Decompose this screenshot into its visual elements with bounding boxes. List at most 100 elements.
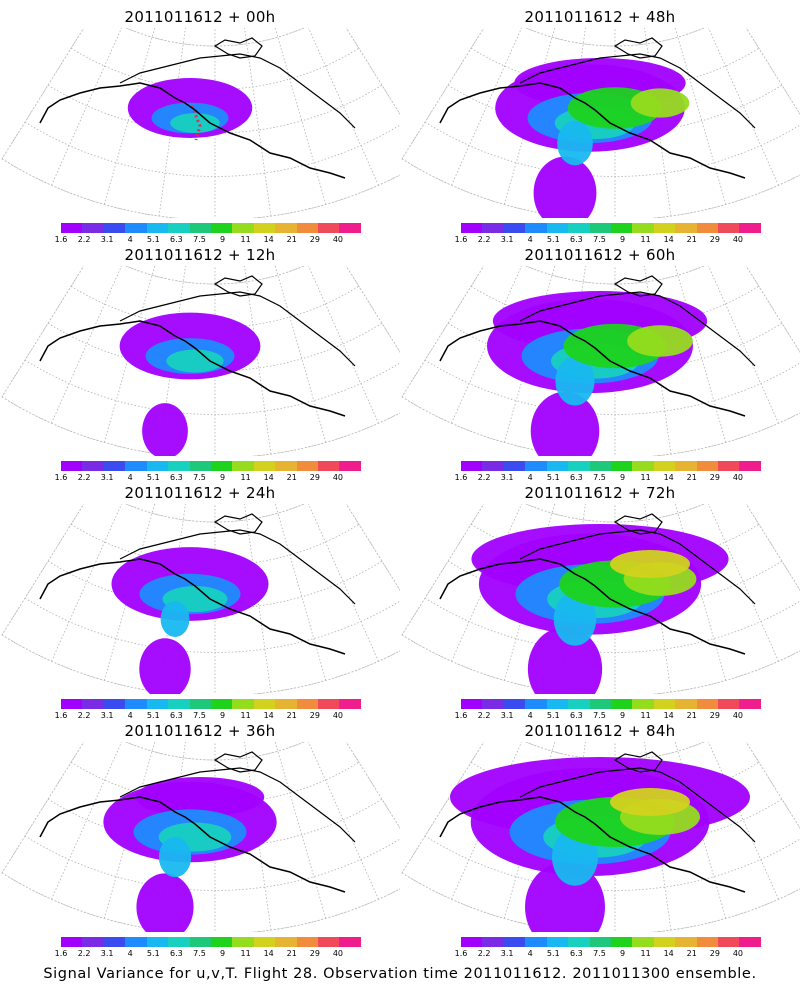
colorbar-tick-label: 4 [527, 949, 533, 958]
colorbar-swatch [232, 223, 254, 233]
panel-title: 2011011612 + 72h [524, 484, 676, 502]
colorbar-swatch [232, 699, 254, 709]
colorbar-tick-label: 21 [286, 711, 297, 720]
colorbar-swatch [296, 461, 319, 471]
colorbar-tick-label: 5.1 [546, 711, 560, 720]
colorbar-tick-label: 5.1 [146, 949, 160, 958]
colorbar-swatch [739, 461, 761, 471]
colorbar-swatch [739, 699, 761, 709]
colorbar-tick-label: 29 [709, 473, 720, 482]
colorbar-labels: 1.6 2.2 3.1 4 5.1 6.3 7.5 9 11 14 21 29 40 [55, 235, 361, 245]
colorbar-swatch [168, 223, 190, 233]
colorbar-swatch [461, 699, 483, 709]
colorbar-tick-label: 21 [686, 473, 697, 482]
colorbar-tick-label: 7.5 [593, 473, 606, 482]
colorbar-tick-label: 40 [332, 235, 344, 244]
map-panel: 2011011612 + 48h 1.6 2.2 3.1 4 5.1 6.3 7.5 9 11 14… [400, 0, 800, 245]
colorbar-tick-label: 7.5 [193, 235, 206, 244]
colorbar-tick-label: 21 [286, 473, 297, 482]
colorbar-swatch [546, 461, 569, 471]
colorbar-swatch [525, 937, 547, 947]
colorbar-swatch [189, 461, 211, 471]
colorbar-swatch [82, 461, 104, 471]
variance-map [1, 742, 400, 932]
colorbar-swatch [632, 699, 654, 709]
colorbar-swatch [696, 699, 719, 709]
map-panel: 2011011612 + 60h 1.6 2.2 3.1 4 5.1 6.3 7.5 9 11 14… [400, 238, 800, 483]
colorbar-tick-label: 9 [619, 473, 626, 482]
colorbar-swatch [146, 223, 169, 233]
colorbar-tick-label: 14 [263, 711, 274, 720]
colorbar-labels: 1.6 2.2 3.1 4 5.1 6.3 7.5 9 11 14 21 29 40 [55, 473, 361, 483]
colorbar-tick-label: 1.6 [454, 711, 468, 720]
colorbar-tick-label: 1.6 [454, 235, 468, 244]
colorbar-swatch [525, 461, 547, 471]
colorbar-tick-label: 14 [263, 235, 274, 244]
variance-map [401, 742, 800, 932]
colorbar-swatch [146, 699, 169, 709]
colorbar-tick-label: 11 [640, 711, 651, 720]
colorbar-swatch [718, 937, 740, 947]
colorbar-swatch [339, 223, 361, 233]
colorbar-tick-label: 14 [263, 473, 274, 482]
colorbar-swatch [339, 937, 361, 947]
colorbar-tick-label: 11 [640, 235, 651, 244]
colorbar-swatch [503, 223, 526, 233]
colorbar-tick-label: 29 [709, 235, 720, 244]
colorbar-tick-label: 7.5 [193, 949, 206, 958]
colorbar-swatch [339, 699, 361, 709]
colorbar [61, 223, 361, 233]
colorbar-swatch [210, 223, 233, 233]
map-panel: 2011011612 + 24h 1.6 2.2 3.1 4 5.1 6.3 7.5 9 11 14… [0, 476, 400, 721]
colorbar-tick-label: 40 [332, 711, 344, 720]
colorbar-swatch [546, 937, 569, 947]
colorbar-swatch [146, 937, 169, 947]
colorbar-labels: 1.6 2.2 3.1 4 5.1 6.3 7.5 9 11 14 21 29 40 [455, 473, 761, 483]
colorbar-tick-label: 21 [686, 949, 697, 958]
colorbar-tick-label: 11 [240, 711, 251, 720]
colorbar-swatch [653, 223, 676, 233]
colorbar-tick-label: 6.3 [570, 949, 583, 958]
colorbar-swatch [103, 461, 126, 471]
colorbar-tick-label: 3.1 [100, 711, 114, 720]
colorbar-swatch [253, 937, 276, 947]
colorbar-tick-label: 1.6 [54, 235, 68, 244]
colorbar-swatch [125, 937, 147, 947]
colorbar-labels: 1.6 2.2 3.1 4 5.1 6.3 7.5 9 11 14 21 29 40 [55, 949, 361, 959]
colorbar-swatch [503, 937, 526, 947]
colorbar-swatch [318, 699, 340, 709]
colorbar-tick-label: 11 [640, 949, 651, 958]
colorbar-swatch [568, 461, 590, 471]
colorbar-tick-label: 7.5 [593, 949, 606, 958]
colorbar-swatch [275, 223, 297, 233]
colorbar-tick-label: 4 [127, 235, 133, 244]
colorbar-swatch [125, 223, 147, 233]
colorbar-swatch [168, 937, 190, 947]
colorbar-tick-label: 1.6 [54, 711, 68, 720]
colorbar-swatch [739, 223, 761, 233]
colorbar-tick-label: 21 [286, 949, 297, 958]
colorbar-swatch [461, 223, 483, 233]
colorbar-tick-label: 2.2 [77, 235, 91, 244]
colorbar-swatch [718, 223, 740, 233]
colorbar-tick-label: 5.1 [146, 235, 160, 244]
colorbar-swatch [718, 461, 740, 471]
colorbar-swatch [675, 937, 697, 947]
colorbar-swatch [589, 937, 611, 947]
colorbar-swatch [632, 461, 654, 471]
colorbar-tick-label: 29 [709, 949, 720, 958]
colorbar-tick-label: 9 [219, 473, 226, 482]
colorbar-tick-label: 1.6 [454, 473, 468, 482]
variance-map [1, 266, 400, 456]
colorbar-swatch [103, 937, 126, 947]
colorbar-swatch [253, 699, 276, 709]
colorbar-tick-label: 29 [309, 711, 320, 720]
colorbar-tick-label: 4 [527, 473, 533, 482]
colorbar-tick-label: 9 [219, 949, 226, 958]
colorbar-tick-label: 2.2 [477, 473, 491, 482]
colorbar-swatch [275, 699, 297, 709]
colorbar-swatch [189, 699, 211, 709]
colorbar-swatch [568, 699, 590, 709]
colorbar-tick-label: 21 [286, 235, 297, 244]
colorbar-tick-label: 11 [240, 949, 251, 958]
